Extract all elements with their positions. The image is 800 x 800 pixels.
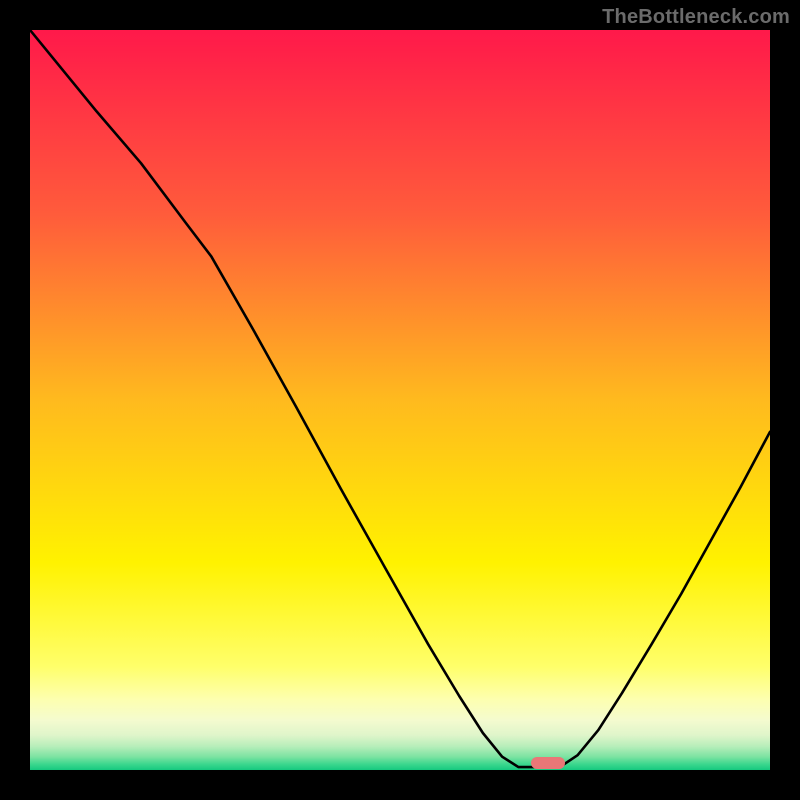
chart-plot-area [30, 30, 770, 770]
watermark-text: TheBottleneck.com [602, 6, 790, 29]
frame: TheBottleneck.com [0, 0, 800, 800]
chart-svg [30, 30, 770, 770]
bottleneck-marker [531, 757, 565, 769]
chart-background [30, 30, 770, 770]
